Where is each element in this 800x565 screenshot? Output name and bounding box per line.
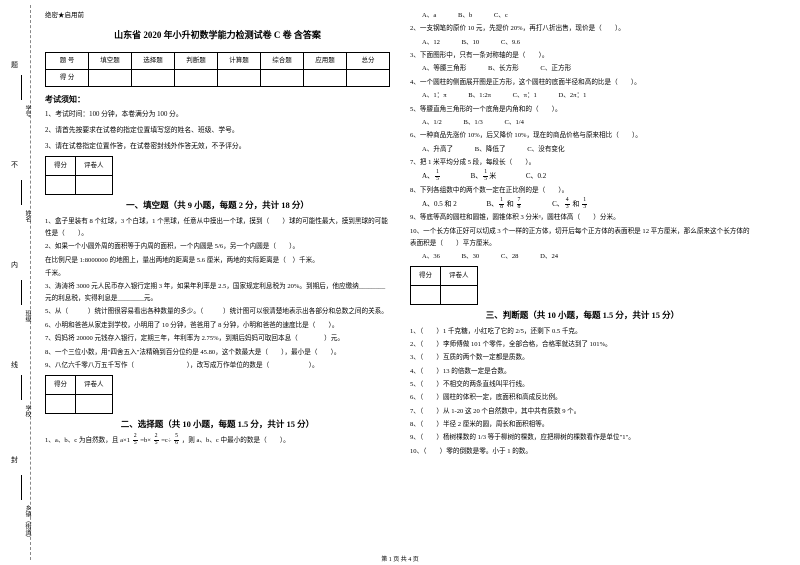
notice-item: 3、请在试卷指定位置作答，在试卷密封线外作答无效，不予评分。	[45, 141, 390, 154]
section-score-box: 得分评卷人	[45, 375, 113, 414]
score-table-header-row: 题 号 填空题 选择题 判断题 计算题 综合题 应用题 总分	[46, 52, 390, 69]
q2-1-choices: A、a B、b C、c	[410, 10, 755, 22]
q3-6: 6、（ ）圆柱的体积一定，底面积和高成反比例。	[410, 392, 755, 404]
q2-2-choices: A、12 B、10 C、9.6	[410, 37, 755, 49]
q3-3: 3、（ ）互质的两个数一定都是质数。	[410, 352, 755, 364]
score-th: 题 号	[46, 52, 89, 69]
q2-8-choices: A、0.5 和 2 B、18 和 78 C、43 和 13	[410, 198, 755, 211]
sec-c1: 得分	[46, 157, 76, 176]
q1-2note: 千米。	[45, 268, 390, 280]
score-th: 应用题	[304, 52, 347, 69]
q2-3-choices: A、等腰三角形 B、长方形 C、正方形	[410, 63, 755, 75]
score-th: 计算题	[218, 52, 261, 69]
q1-3: 3、涛涛将 3000 元人民币存入银行定期 3 年，如果年利率是 2.5，国家规…	[45, 281, 390, 305]
q3-5: 5、（ ）不相交的两条直线叫平行线。	[410, 379, 755, 391]
q1-2: 2、如果一个小圆外周的面积等于内周的面积，一个内圆是 5/6，另一个内圆是（ ）…	[45, 241, 390, 253]
seal-char: 题	[11, 60, 18, 70]
q3-10: 10、（ ）零的倒数是零。小于 1 的数。	[410, 446, 755, 458]
q1-2b: 在比例尺是 1:8000000 的地图上，量出两地的距离是 5.6 厘米，两地的…	[45, 255, 390, 267]
binding-field-label: 学号	[23, 105, 32, 117]
score-table: 题 号 填空题 选择题 判断题 计算题 综合题 应用题 总分 得 分	[45, 52, 390, 87]
q3-4: 4、（ ）13 的倍数一定是合数。	[410, 366, 755, 378]
q2-8: 8、下列各组数中的两个数一定在正比例的是（ ）。	[410, 185, 755, 197]
section-score-box: 得分评卷人	[45, 156, 113, 195]
page-area: 绝密★启用前 山东省 2020 年小升初数学能力检测试卷 C 卷 含答案 题 号…	[35, 10, 795, 550]
q3-2: 2、（ ）李师傅做 101 个零件，全部合格，合格率就达到了 101%。	[410, 339, 755, 351]
section1-title: 一、填空题（共 9 小题，每题 2 分，共计 18 分）	[45, 198, 390, 214]
section3-title: 三、判断题（共 10 小题，每题 1.5 分，共计 15 分）	[410, 308, 755, 324]
exam-title: 山东省 2020 年小升初数学能力检测试卷 C 卷 含答案	[45, 27, 390, 44]
fraction: 56	[174, 434, 179, 447]
q2-3: 3、下面图形中，只有一条对称轴的是（ ）。	[410, 50, 755, 62]
binding-margin: 乡镇（街道） 学校 班级 姓名 学号封 线 内 不 题	[0, 0, 35, 565]
score-th: 判断题	[175, 52, 218, 69]
binding-dash-line	[30, 5, 31, 560]
q2-7-choices: A、15 B、15米 C、0.2	[410, 170, 755, 183]
fraction: 25	[154, 434, 159, 447]
q1-6: 7、妈妈将 20000 元钱存入银行，定期三年，年利率为 2.75%，到期后妈妈…	[45, 333, 390, 345]
q2-4-choices: A、1：π B、1:2π C、π：1 D、2π：1	[410, 90, 755, 102]
binding-field-label: 乡镇（街道）	[23, 505, 32, 541]
q2-2: 2、一支钢笔的原价 10 元，先提价 20%，再打八折出售，现价是（ ）。	[410, 23, 755, 35]
q3-7: 7、（ ）从 1-20 这 20 个自然数中，其中共有质数 9 个。	[410, 406, 755, 418]
seal-char: 不	[11, 160, 18, 170]
binding-field-label: 姓名	[23, 210, 32, 222]
q2-10-choices: A、36 B、30 C、28 D、24	[410, 251, 755, 263]
notice-item: 1、考试时间：100 分钟，本卷满分为 100 分。	[45, 109, 390, 122]
q3-9: 9、（ ）杨树棵数的 1/3 等于柳树的棵数，应把柳树的棵数看作是单位"1"。	[410, 432, 755, 444]
q3-8: 8、（ ）半径 2 厘米的圆，周长和面积相等。	[410, 419, 755, 431]
q3-1: 1、（ ）1 千克糖，小红吃了它的 2/5，还剩下 0.5 千克。	[410, 326, 755, 338]
seal-char: 内	[11, 260, 18, 270]
notice-item: 2、请首先按要求在试卷的指定位置填写您的姓名、班级、学号。	[45, 125, 390, 138]
score-table-value-row: 得 分	[46, 69, 390, 86]
q2-9: 9、等底等高的圆柱和圆锥，圆锥体积 3 分米³，圆柱体高（ ）分米。	[410, 212, 755, 224]
score-th: 选择题	[132, 52, 175, 69]
q2-10: 10、一个长方体正好可以切成 3 个一样的正方体，切开后每个正方体的表面积是 1…	[410, 226, 755, 250]
q2-6: 6、一种商品先涨价 10%，后又降价 10%，现在的商品价格与原来相比（ ）。	[410, 130, 755, 142]
score-th: 总分	[347, 52, 390, 69]
left-column: 绝密★启用前 山东省 2020 年小升初数学能力检测试卷 C 卷 含答案 题 号…	[35, 10, 400, 550]
q2-1: 1、a、b、c 为自然数，且 a×1 25 =b× 25 =c÷ 56 ，则 a…	[45, 434, 390, 447]
score-row-label: 得 分	[46, 69, 89, 86]
q2-6-choices: A、升高了 B、降低了 C、没有变化	[410, 144, 755, 156]
right-column: A、a B、b C、c 2、一支钢笔的原价 10 元，先提价 20%，再打八折出…	[400, 10, 765, 550]
secret-label: 绝密★启用前	[45, 10, 390, 22]
q2-4: 4、一个圆柱的侧面展开图是正方形，这个圆柱的底面半径和高的比是（ ）。	[410, 77, 755, 89]
score-th: 综合题	[261, 52, 304, 69]
q1-8: 9、八亿六千零八万五千写作（ ），改写成万作单位的数是（ ）。	[45, 360, 390, 372]
section2-title: 二、选择题（共 10 小题，每题 1.5 分，共计 15 分）	[45, 417, 390, 433]
q2-5: 5、等腰直角三角形的一个底角是内角和的（ ）。	[410, 104, 755, 116]
q1-7: 8、一个三位小数，用"四舍五入"法精确到百分位约是 45.80，这个数最大是（ …	[45, 347, 390, 359]
q1-1: 1、盒子里装有 8 个红球，3 个白球，1 个黑球，任意从中摸出一个球，摸到（ …	[45, 216, 390, 240]
binding-field-label: 班级	[23, 310, 32, 322]
page-footer: 第 1 页 共 4 页	[0, 554, 800, 563]
q1-5: 6、小明和爸爸从家走到学校，小明用了 10 分钟，爸爸用了 8 分钟，小明和爸爸…	[45, 320, 390, 332]
seal-char: 封	[11, 455, 18, 465]
q1-4: 5、从（ ）统计图很容易看出各种数量的多少。（ ）统计图可以很清楚地表示出各部分…	[45, 306, 390, 318]
section-score-box: 得分评卷人	[410, 266, 478, 305]
q2-5-choices: A、1/2 B、1/3 C、1/4	[410, 117, 755, 129]
seal-char: 线	[11, 360, 18, 370]
notice-title: 考试须知：	[45, 93, 390, 108]
sec-c2: 评卷人	[76, 157, 113, 176]
binding-field-label: 学校	[23, 405, 32, 417]
fraction: 25	[133, 434, 138, 447]
score-th: 填空题	[89, 52, 132, 69]
q2-7: 7、把 1 米平均分成 5 段，每段长（ ）。	[410, 157, 755, 169]
